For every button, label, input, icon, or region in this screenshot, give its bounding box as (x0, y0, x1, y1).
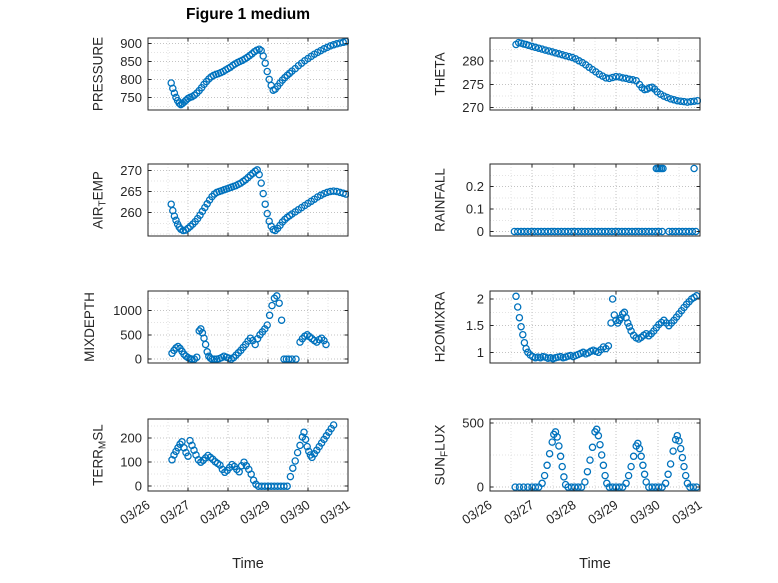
axes-box (147, 418, 349, 492)
minor-grid (148, 291, 348, 363)
minor-grid (490, 163, 700, 236)
sunflux-ylabel: SUNFLUX (433, 425, 451, 486)
pressure-ytick-label: 900 (120, 36, 142, 51)
xtick-label: 03/29 (585, 497, 620, 527)
airtemp-ytick-label: 260 (120, 205, 142, 220)
xtick-label: 03/28 (197, 497, 232, 527)
mixdepth-markers (168, 292, 330, 363)
mixdepth-ytick-label: 1000 (113, 303, 142, 318)
subplot-airtemp: 260 265 270 AIRTEMP (91, 163, 349, 237)
subplot-terrmsl: 0 100 200 TERRMSL 03/26 03/27 03/28 03/29 03/30 0… (91, 418, 353, 572)
theta-ytick-label: 280 (462, 54, 484, 69)
tick-marks (147, 164, 349, 236)
xtick-label: 03/27 (157, 497, 192, 527)
xtick-label: 03/31 (317, 497, 352, 527)
sunflux-ytick-label: 500 (462, 415, 484, 430)
minor-grid (490, 291, 700, 363)
subplot-mixdepth: 0 500 1000 MIXDEPTH (82, 290, 349, 367)
tick-marks (489, 164, 701, 236)
minor-grid (148, 164, 348, 236)
figure-title: Figure 1 medium (185, 6, 311, 23)
airtemp-ylabel: AIRTEMP (91, 171, 109, 229)
subplot-pressure: 750 800 850 900 PRESSURE (91, 36, 349, 111)
axes-box (489, 418, 701, 492)
rainfall-ytick-label: 0.1 (466, 202, 484, 217)
mixdepth-ytick-label: 500 (120, 327, 142, 342)
airtemp-ytick-label: 270 (120, 163, 142, 178)
tick-marks (147, 419, 349, 491)
tick-marks (147, 38, 349, 110)
major-grid (148, 291, 348, 363)
subplot-sunflux: 0 500 SUNFLUX 03/26 03/27 03/28 03/29 03/30 03/3… (433, 415, 705, 572)
sunflux-markers (511, 425, 701, 491)
minor-grid (490, 419, 700, 491)
axes-box (147, 163, 349, 237)
tick-marks (489, 38, 701, 110)
h2omixra-markers (512, 292, 701, 363)
terrmsl-ytick-label: 100 (120, 455, 142, 470)
pressure-ytick-label: 850 (120, 54, 142, 69)
xtick-label: 03/31 (669, 497, 704, 527)
xtick-label: 03/30 (277, 497, 312, 527)
sunflux-ytick-label: 0 (477, 480, 484, 495)
xtick-label: 03/26 (117, 497, 152, 527)
pressure-ytick-label: 800 (120, 72, 142, 87)
mixdepth-ytick-label: 0 (135, 352, 142, 367)
xtick-label: 03/29 (237, 497, 272, 527)
theta-ytick-label: 270 (462, 100, 484, 115)
terrmsl-markers (168, 421, 338, 490)
terrmsl-ylabel: TERRMSL (91, 424, 109, 486)
h2omixra-ylabel: H2OMIXRA (433, 292, 448, 363)
subplot-theta: 270 275 280 THETA (433, 37, 701, 115)
theta-ytick-label: 275 (462, 77, 484, 92)
minor-grid (148, 419, 348, 491)
theta-markers (512, 38, 701, 106)
h2omixra-ytick-label: 2 (477, 292, 484, 307)
axes-box (147, 290, 349, 364)
tick-marks (147, 291, 349, 363)
xtick-label: 03/27 (501, 497, 536, 527)
subplot-h2omixra: 1 1.5 2 H2OMIXRA (433, 290, 701, 364)
axes-box (489, 163, 701, 237)
rainfall-markers (510, 164, 700, 236)
rainfall-ytick-label: 0.2 (466, 179, 484, 194)
subplot-rainfall: 0 0.1 0.2 RAINFALL (433, 163, 701, 239)
airtemp-ytick-label: 265 (120, 184, 142, 199)
minor-grid (490, 37, 700, 110)
axes-box (147, 37, 349, 111)
airtemp-markers (167, 166, 349, 235)
mixdepth-ylabel: MIXDEPTH (82, 292, 97, 362)
theta-ylabel: THETA (433, 52, 448, 95)
pressure-markers (167, 37, 349, 109)
rainfall-ylabel: RAINFALL (433, 168, 448, 232)
terrmsl-ytick-label: 0 (135, 479, 142, 494)
h2omixra-ytick-label: 1 (477, 345, 484, 360)
h2omixra-ytick-label: 1.5 (466, 318, 484, 333)
x-axis-label: Time (579, 556, 611, 572)
xtick-label: 03/30 (627, 497, 662, 527)
x-axis-label: Time (232, 556, 264, 572)
terrmsl-ytick-label: 200 (120, 431, 142, 446)
pressure-ylabel: PRESSURE (91, 37, 106, 111)
pressure-ytick-label: 750 (120, 90, 142, 105)
rainfall-ytick-label: 0 (477, 224, 484, 239)
xtick-label: 03/26 (459, 497, 494, 527)
axes-box (489, 290, 701, 364)
axes-box (489, 37, 701, 111)
tick-marks (489, 291, 701, 363)
xtick-label: 03/28 (543, 497, 578, 527)
tick-marks (489, 419, 701, 491)
